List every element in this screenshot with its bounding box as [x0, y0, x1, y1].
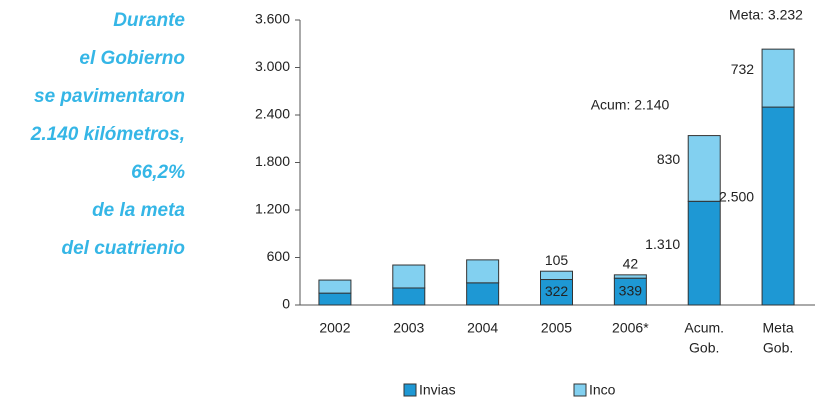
bar-segment [613, 274, 647, 279]
bar-segment [466, 259, 500, 284]
bar-segment [613, 277, 647, 306]
side-text: de la meta [92, 200, 185, 221]
x-tick-label: Meta [763, 320, 794, 336]
annotation: Meta: 3.232 [729, 7, 803, 23]
legend-swatch [403, 383, 417, 397]
x-tick-label: 2002 [319, 320, 350, 336]
annotation: Acum: 2.140 [591, 97, 670, 113]
value-label: 2.500 [719, 189, 754, 205]
x-tick-label: Gob. [689, 340, 719, 356]
x-tick-label: Gob. [763, 340, 793, 356]
bar-segment [540, 270, 573, 281]
bar-segment [687, 135, 721, 202]
value-label: 1.310 [645, 236, 680, 252]
value-label: 105 [545, 252, 569, 268]
y-tick-label: 2.400 [255, 106, 290, 122]
legend-swatch [573, 383, 587, 397]
y-tick-label: 3.600 [255, 11, 290, 27]
bar-segment [318, 279, 352, 294]
value-label: 830 [657, 151, 681, 167]
legend-label: Invias [419, 382, 456, 398]
y-tick-label: 3.000 [255, 58, 290, 74]
value-label: 322 [545, 283, 569, 299]
bar-segment [687, 200, 721, 306]
y-tick-label: 1.200 [255, 201, 290, 217]
x-tick-label: 2005 [541, 320, 572, 336]
x-tick-label: Acum. [684, 320, 724, 336]
y-tick-label: 600 [267, 248, 291, 264]
bar-segment [466, 282, 500, 306]
side-text: Durante [113, 10, 185, 31]
y-tick-label: 1.800 [255, 153, 290, 169]
x-tick-label: 2003 [393, 320, 424, 336]
side-text: el Gobierno [79, 48, 185, 69]
bar-segment [392, 264, 426, 289]
side-text: se pavimentaron [34, 86, 185, 107]
x-tick-label: 2006* [612, 320, 649, 336]
side-text: 2.140 kilómetros, [30, 124, 185, 145]
bar-segment [761, 48, 795, 108]
bar-segment [761, 106, 795, 306]
side-text: del cuatrienio [61, 238, 185, 259]
x-tick-label: 2004 [467, 320, 498, 336]
value-label: 732 [731, 61, 755, 77]
y-tick-label: 0 [282, 296, 290, 312]
value-label: 339 [619, 282, 643, 298]
side-text: 66,2% [131, 162, 185, 183]
bar-segment [318, 292, 352, 306]
bar-segment [392, 287, 426, 306]
legend-label: Inco [589, 382, 616, 398]
value-label: 42 [623, 256, 639, 272]
